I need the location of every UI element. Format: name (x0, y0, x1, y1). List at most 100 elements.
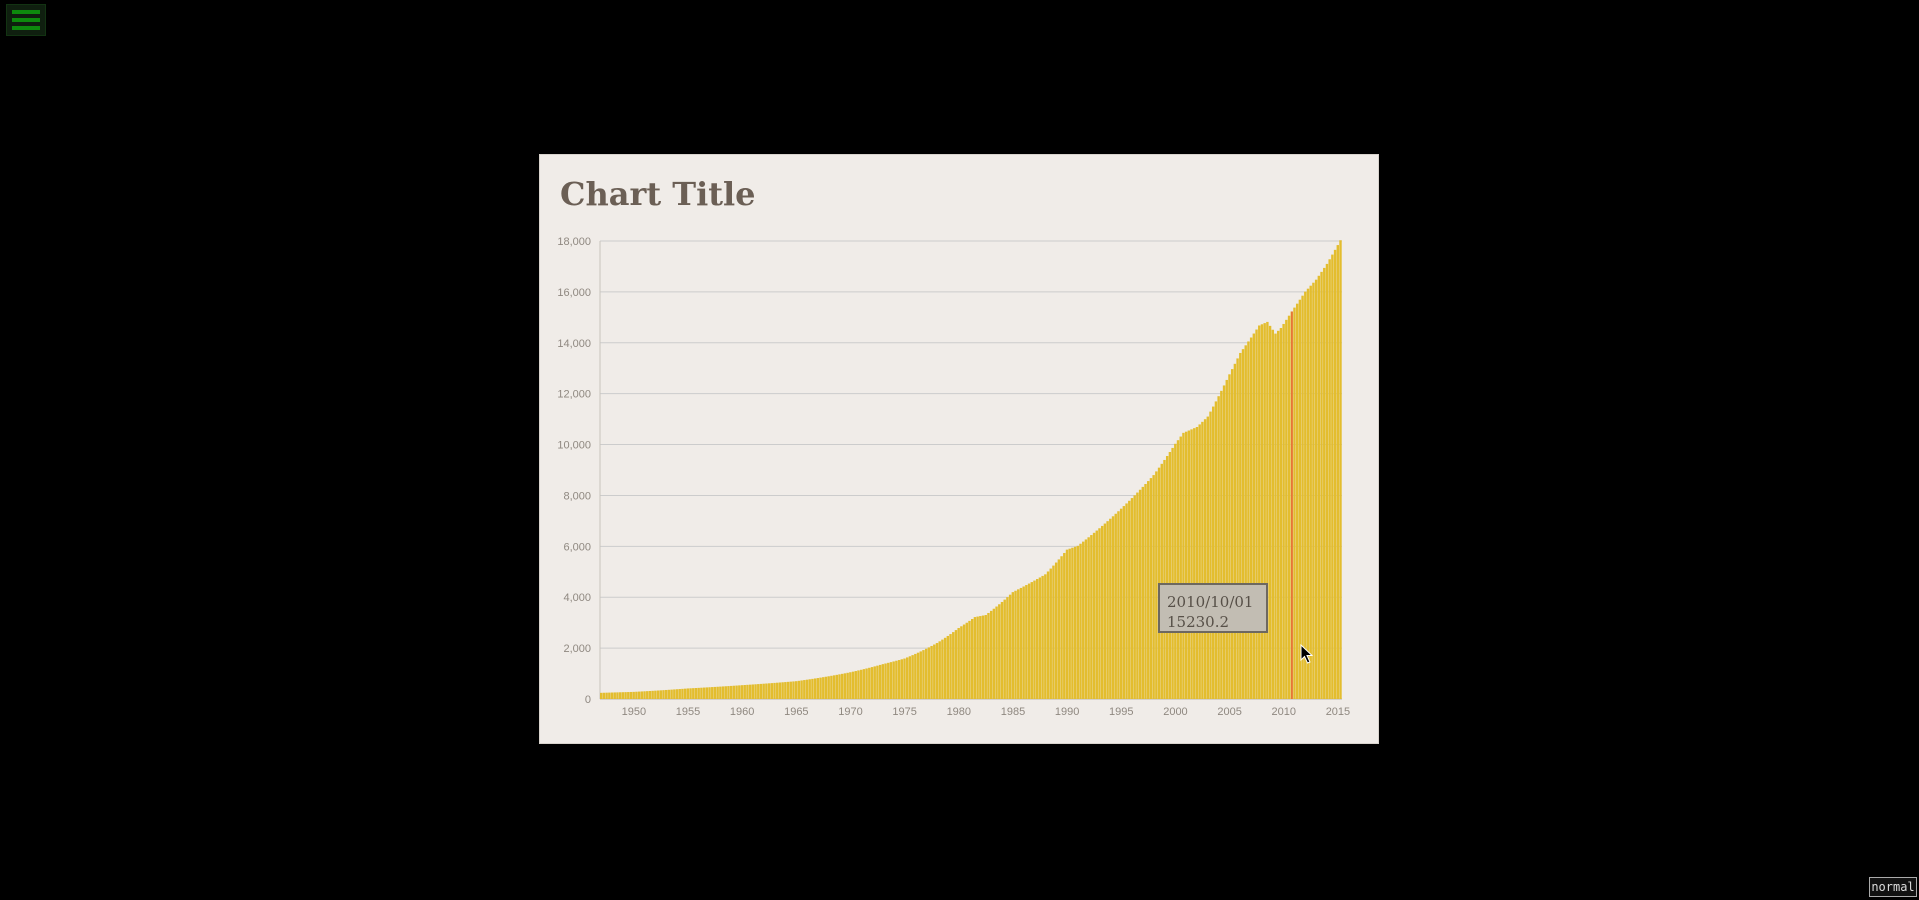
bar[interactable] (1230, 369, 1234, 699)
bar[interactable] (1109, 518, 1112, 699)
bar[interactable] (859, 669, 863, 699)
bar[interactable] (1174, 443, 1177, 699)
bar[interactable] (1239, 352, 1242, 699)
bar[interactable] (654, 690, 657, 699)
bar[interactable] (1184, 431, 1188, 699)
bar[interactable] (838, 674, 841, 699)
bar[interactable] (919, 651, 922, 699)
bar[interactable] (743, 685, 746, 699)
bar[interactable] (1320, 271, 1323, 699)
bar[interactable] (1260, 324, 1264, 699)
bar[interactable] (1285, 319, 1288, 699)
bar[interactable] (689, 688, 692, 699)
bar[interactable] (1014, 590, 1017, 699)
bar[interactable] (1149, 478, 1153, 699)
bar[interactable] (1309, 285, 1312, 699)
bar[interactable] (862, 669, 866, 699)
bar[interactable] (786, 681, 790, 699)
bar[interactable] (719, 686, 722, 699)
bar[interactable] (1052, 565, 1055, 699)
bar[interactable] (1271, 329, 1274, 699)
bar[interactable] (1068, 548, 1071, 699)
bar[interactable] (1252, 333, 1256, 699)
bar[interactable] (1076, 545, 1080, 699)
bar[interactable] (1133, 495, 1136, 699)
bar[interactable] (1022, 586, 1025, 699)
bar[interactable] (962, 624, 966, 699)
bar[interactable] (762, 683, 765, 699)
bar[interactable] (1163, 459, 1166, 699)
bar[interactable] (616, 692, 619, 699)
bar[interactable] (1000, 601, 1004, 699)
bar[interactable] (705, 687, 709, 699)
bar[interactable] (1206, 416, 1210, 699)
bar[interactable] (648, 690, 652, 699)
bar[interactable] (1138, 489, 1142, 699)
bar[interactable] (1328, 259, 1331, 699)
bar[interactable] (979, 616, 982, 699)
bar[interactable] (1282, 323, 1285, 699)
bar[interactable] (1087, 537, 1090, 699)
bar[interactable] (1195, 426, 1199, 699)
bar[interactable] (1182, 432, 1185, 699)
bar[interactable] (754, 684, 757, 699)
bar[interactable] (1017, 589, 1020, 699)
bar[interactable] (1217, 396, 1220, 699)
bar[interactable] (1304, 291, 1307, 699)
bar[interactable] (1241, 349, 1245, 699)
bar[interactable] (976, 616, 979, 699)
bar[interactable] (1038, 577, 1042, 699)
bar[interactable] (1035, 579, 1039, 699)
bar[interactable] (851, 671, 855, 699)
bar[interactable] (878, 664, 882, 699)
bar[interactable] (640, 691, 644, 699)
bar[interactable] (1130, 498, 1134, 699)
bar[interactable] (935, 643, 939, 699)
bar[interactable] (794, 681, 798, 699)
bar[interactable] (681, 688, 684, 699)
bar[interactable] (1114, 513, 1117, 699)
bar[interactable] (1176, 440, 1180, 699)
bar[interactable] (664, 689, 668, 699)
bar[interactable] (632, 691, 635, 699)
bar[interactable] (981, 615, 985, 699)
bar[interactable] (949, 634, 952, 699)
bar[interactable] (735, 685, 738, 699)
bar[interactable] (608, 692, 611, 699)
bar[interactable] (897, 660, 901, 699)
bar[interactable] (992, 608, 996, 699)
bar[interactable] (1119, 508, 1123, 699)
bar[interactable] (911, 655, 914, 699)
bar[interactable] (613, 692, 616, 699)
bar[interactable] (908, 656, 912, 699)
bar[interactable] (1060, 556, 1063, 699)
bar[interactable] (1141, 486, 1145, 699)
bar[interactable] (1333, 249, 1337, 699)
bar[interactable] (765, 683, 768, 699)
bar[interactable] (960, 626, 963, 699)
bar[interactable] (889, 662, 893, 699)
bar[interactable] (900, 659, 903, 699)
bar[interactable] (1323, 267, 1326, 699)
bar[interactable] (1190, 429, 1193, 699)
bar[interactable] (757, 684, 760, 699)
bar[interactable] (1092, 532, 1096, 699)
bar[interactable] (903, 658, 906, 699)
bar[interactable] (1057, 559, 1061, 699)
bar[interactable] (1222, 385, 1226, 699)
bar[interactable] (1220, 390, 1223, 699)
bar[interactable] (846, 672, 849, 699)
bar[interactable] (708, 687, 711, 699)
bar[interactable] (1128, 500, 1131, 699)
bar[interactable] (711, 687, 714, 699)
bar[interactable] (1279, 328, 1283, 699)
bar[interactable] (629, 691, 633, 699)
bar[interactable] (1103, 523, 1107, 699)
bar[interactable] (605, 692, 608, 699)
bar[interactable] (876, 665, 879, 699)
bar[interactable] (1155, 471, 1158, 699)
bar[interactable] (906, 657, 909, 699)
bar[interactable] (1336, 245, 1339, 699)
bar[interactable] (1236, 358, 1239, 699)
bar[interactable] (849, 672, 852, 699)
